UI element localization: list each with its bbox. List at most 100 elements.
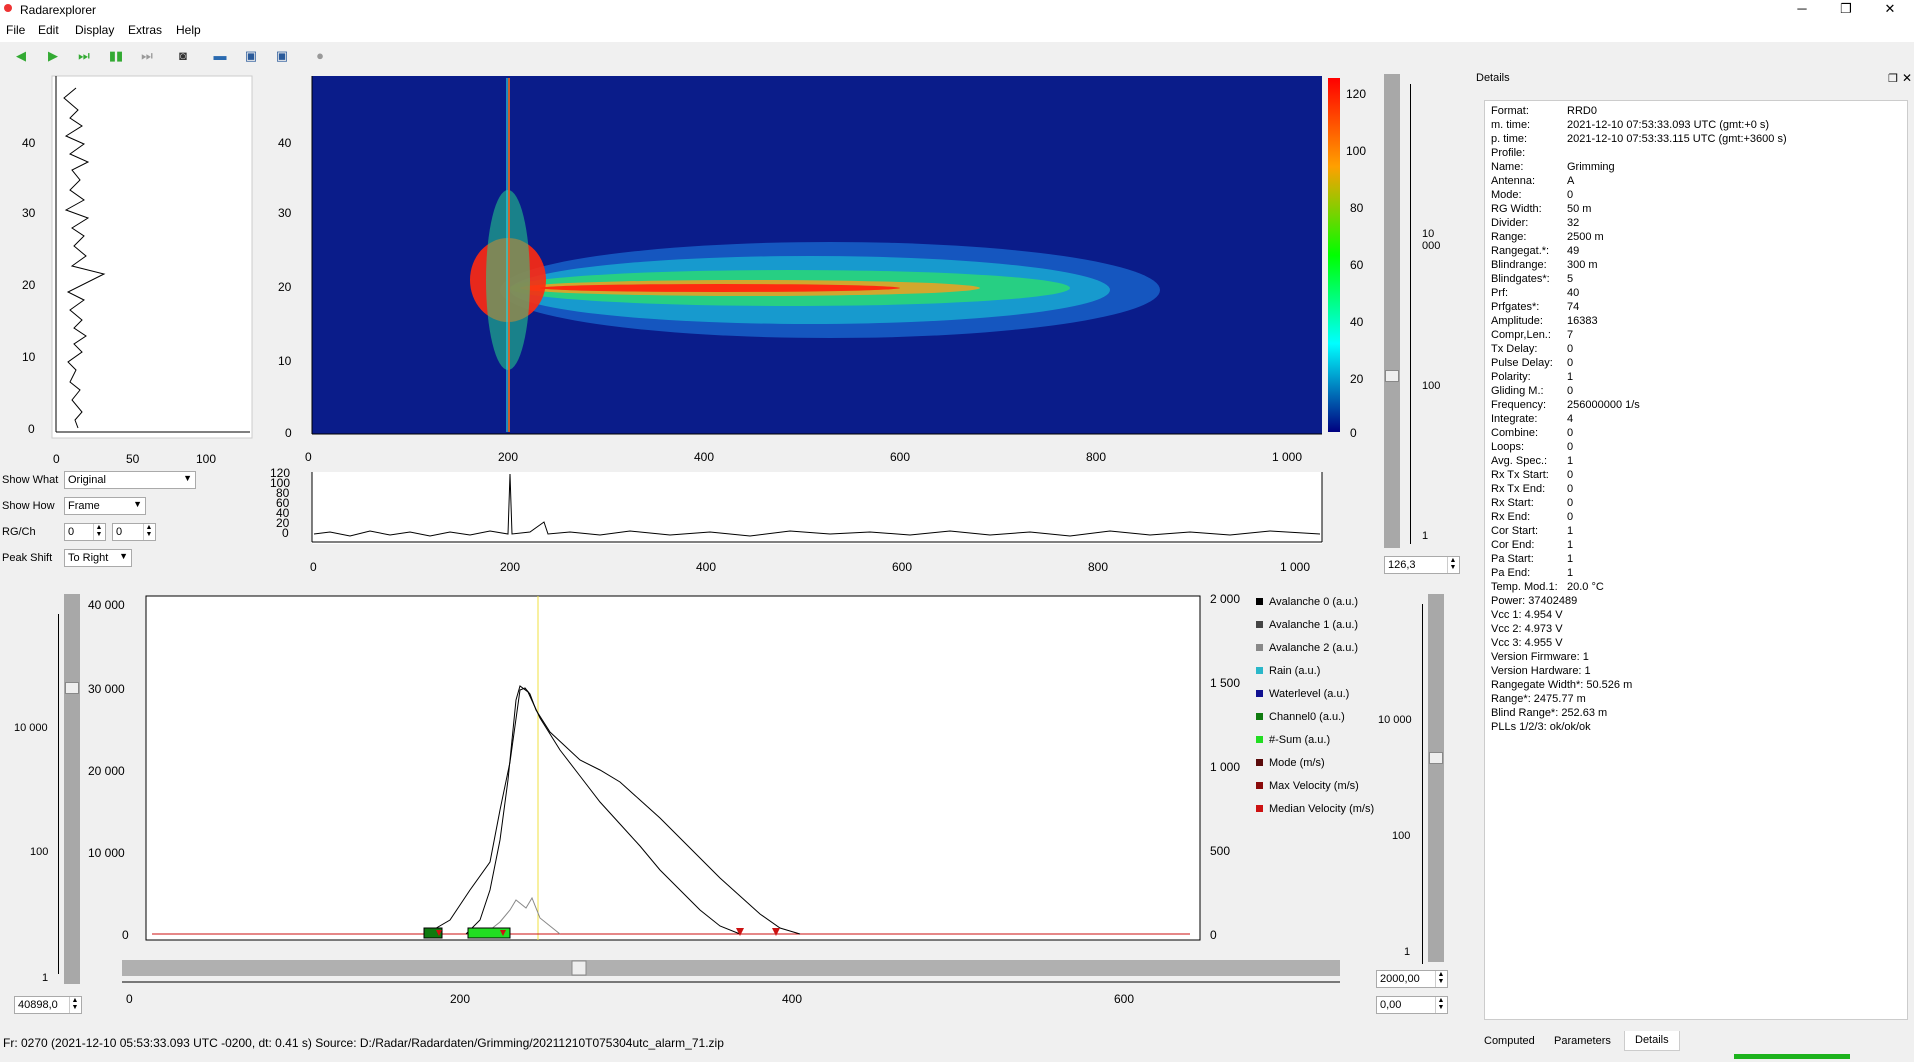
legend-item[interactable]: Avalanche 2 (a.u.) (1256, 642, 1358, 654)
menu-edit[interactable]: Edit (38, 23, 59, 37)
show-how-select[interactable]: Frame ▼ (64, 497, 146, 515)
menu-file[interactable]: File (6, 23, 26, 37)
details-panel: Details ❐ ✕ Format: RRD0 m. time: 2021-12-1… (1472, 70, 1914, 1062)
spectrum-y-tick: 80 (276, 486, 290, 500)
spin-arrows-icon[interactable]: ▲ ▼ (1435, 997, 1446, 1013)
max-value-spinbox[interactable]: 2000,00 ▲ ▼ (1376, 970, 1448, 988)
slider-trough[interactable] (1384, 74, 1400, 548)
close-button[interactable]: ✕ (1884, 1, 1896, 16)
pause-icon[interactable]: ▮▮ (108, 48, 124, 63)
legend-item[interactable]: Rain (a.u.) (1256, 665, 1320, 677)
slider-tick: 10 000 (1422, 228, 1441, 252)
slider-thumb[interactable] (1429, 752, 1443, 764)
heatmap-x-tick: 400 (694, 450, 715, 464)
spin-arrows-icon[interactable]: ▲ ▼ (143, 524, 154, 540)
detail-key: Rx End: (1491, 511, 1531, 523)
min-value-spinbox[interactable]: 0,00 ▲ ▼ (1376, 996, 1448, 1014)
slider-value-spinbox[interactable]: 126,3 ▲ ▼ (1384, 556, 1460, 574)
arrow-right-icon[interactable]: ▶ (48, 48, 58, 63)
colorbar-tick: 120 (1346, 87, 1367, 101)
amplitude-slider-left[interactable]: 10 000 100 1 40898,0 ▲ ▼ (0, 594, 84, 1014)
left-slider-value-spinbox[interactable]: 40898,0 ▲ ▼ (14, 996, 82, 1014)
spin-arrows-icon[interactable]: ▲ ▼ (69, 997, 80, 1013)
detail-key: Prf: (1491, 287, 1509, 299)
detail-value: 0 (1567, 427, 1574, 439)
minimize-button[interactable]: ─ (1797, 1, 1807, 16)
slider-thumb[interactable] (65, 682, 79, 694)
rg-spinbox[interactable]: 0 ▲ ▼ (64, 523, 106, 541)
title-bar: Radarexplorer ─ ❐ ✕ (0, 0, 1914, 20)
legend-label: Mode (m/s) (1269, 757, 1325, 769)
tab-details[interactable]: Details (1624, 1031, 1680, 1051)
spin-arrows-icon[interactable]: ▲ ▼ (93, 524, 104, 540)
slider-trough[interactable] (1428, 594, 1444, 962)
profile-y-tick: 0 (28, 422, 35, 436)
peak-shift-value: To Right (68, 552, 109, 564)
profile-y-tick: 20 (22, 278, 36, 292)
skip-end-icon[interactable]: ⏭ (141, 48, 153, 63)
detail-value: 32 (1567, 217, 1580, 229)
legend-item[interactable]: Waterlevel (a.u.) (1256, 688, 1349, 700)
legend-item[interactable]: Mode (m/s) (1256, 757, 1325, 769)
slider-tick: 1 (1404, 946, 1411, 958)
peak-shift-label: Peak Shift (2, 552, 53, 564)
peak-shift-select[interactable]: To Right ▼ (64, 549, 132, 567)
spectrum-y-tick: 20 (276, 516, 290, 530)
show-what-select[interactable]: Original ▼ (64, 471, 196, 489)
ts-y-left-tick: 40 000 (88, 598, 125, 612)
detail-value: 0 (1567, 483, 1574, 495)
legend-item[interactable]: Avalanche 0 (a.u.) (1256, 596, 1358, 608)
legend-item[interactable]: Max Velocity (m/s) (1256, 780, 1359, 792)
profile-x-tick: 50 (126, 452, 140, 466)
detail-key: Pa End: (1491, 567, 1531, 579)
arrow-left-icon[interactable]: ◀ (16, 48, 26, 63)
detail-value: 0 (1567, 189, 1574, 201)
legend-label: Channel0 (a.u.) (1269, 711, 1345, 723)
detail-key: Prfgates*: (1491, 301, 1540, 313)
float-icon[interactable]: ❐ (1888, 73, 1898, 85)
spectrum-plot: 120 100 80 60 40 20 0 0 200 400 600 800 … (270, 466, 1340, 580)
heatmap-y-tick: 40 (278, 136, 292, 150)
slider-tick: 100 (1422, 380, 1441, 392)
range-slider-top[interactable]: 10 000 100 1 126,3 ▲ ▼ (1384, 74, 1460, 584)
ts-y-left-tick: 30 000 (88, 682, 125, 696)
detail-line: PLLs 1/2/3: ok/ok/ok (1491, 721, 1591, 733)
velocity-slider-right[interactable]: 10 000 100 1 2000,00 ▲ ▼ 0,00 ▲ ▼ (1374, 594, 1470, 1014)
ch-spinbox[interactable]: 0 ▲ ▼ (112, 523, 156, 541)
camera-icon[interactable]: ◙ (179, 48, 187, 63)
detail-value: 2021-12-10 07:53:33.115 UTC (gmt:+3600 s… (1567, 133, 1787, 145)
detail-value: 49 (1567, 245, 1580, 257)
app-logo-icon (4, 4, 12, 12)
save-icon[interactable]: ▣ (244, 48, 258, 63)
maximize-button[interactable]: ❐ (1840, 1, 1852, 16)
legend-item[interactable]: Median Velocity (m/s) (1256, 803, 1374, 815)
detail-line: Vcc 3: 4.955 V (1491, 637, 1563, 649)
slider-tick: 100 (1392, 830, 1411, 842)
slider-tick: 100 (30, 846, 49, 858)
spin-arrows-icon[interactable]: ▲ ▼ (1435, 971, 1446, 987)
record-icon[interactable]: ● (316, 48, 324, 63)
close-icon[interactable]: ✕ (1902, 71, 1913, 85)
legend-label: #-Sum (a.u.) (1269, 734, 1331, 746)
progress-bar (1734, 1054, 1850, 1059)
slider-thumb[interactable] (1385, 370, 1399, 382)
menu-display[interactable]: Display (75, 23, 115, 37)
menu-help[interactable]: Help (176, 23, 201, 37)
slider-trough[interactable] (64, 594, 80, 984)
legend-item[interactable]: Channel0 (a.u.) (1256, 711, 1345, 723)
spectrum-y-tick: 120 (270, 466, 291, 480)
save-as-icon[interactable]: ▣ (275, 48, 289, 63)
spin-arrows-icon[interactable]: ▲ ▼ (1447, 557, 1458, 573)
menu-extras[interactable]: Extras (128, 23, 163, 37)
detail-value: 40 (1567, 287, 1580, 299)
folder-open-icon[interactable]: ▬ (213, 48, 227, 63)
detail-key: Cor End: (1491, 539, 1535, 551)
tab-computed[interactable]: Computed (1484, 1035, 1535, 1047)
tab-parameters[interactable]: Parameters (1554, 1035, 1611, 1047)
legend-item[interactable]: Avalanche 1 (a.u.) (1256, 619, 1358, 631)
arrow-right-end-icon[interactable]: ⏭ (78, 48, 90, 63)
detail-key: Temp. Mod.1: (1491, 581, 1558, 593)
legend-item[interactable]: #-Sum (a.u.) (1256, 734, 1330, 746)
detail-value: 50 m (1567, 203, 1592, 215)
show-how-value: Frame (68, 500, 100, 512)
